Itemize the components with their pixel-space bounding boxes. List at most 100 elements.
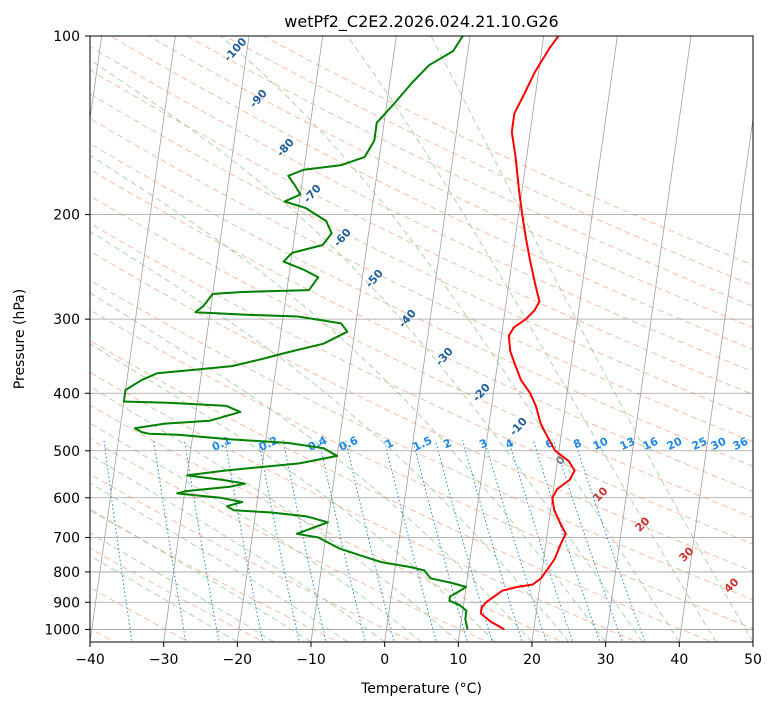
moist-adiabat-label: 30 [677,544,697,564]
mixing-ratio-line [103,440,133,642]
y-tick-label: 500 [53,444,80,460]
mixing-ratio-label: 2 [441,436,453,451]
dry-adiabats [90,36,753,642]
mixing-ratio-label: 13 [618,435,637,453]
isotherm-line [678,116,753,642]
dry-adiabat-label: -50 [363,267,386,291]
mixing-ratio-line [553,440,623,642]
moist-adiabat-label: 20 [633,514,653,534]
y-tick-label: 1000 [44,622,80,638]
mixing-ratio-line [573,440,646,642]
dry-adiabat-line [90,46,753,373]
moist-adiabat-line [90,230,570,642]
mixing-ratio-label: 25 [690,435,709,453]
isotherms [90,36,753,642]
dry-adiabat-line [90,404,564,642]
isotherm-line [163,36,250,642]
mixing-ratio-label: 8 [571,436,583,451]
dry-adiabat-label: -80 [274,136,297,160]
mixing-ratio-label: 10 [591,435,611,453]
dry-adiabat-line [90,586,190,642]
mixing-ratio-line [345,440,395,642]
isobars [90,36,753,630]
dewpoint-profile [122,36,469,630]
x-tick-label: −20 [223,652,253,668]
mixing-ratio-line [434,440,493,642]
mixing-ratio-label: 16 [641,435,661,453]
dry-adiabat-line [185,36,753,307]
mixing-ratio-line [183,440,220,642]
x-tick-label: 20 [523,652,541,668]
isotherm-line [605,36,692,642]
dry-adiabat-line [90,69,753,395]
isotherm-line [384,36,471,642]
y-tick-label: 600 [53,491,80,507]
moist-adiabat-line [90,555,238,642]
mixing-ratio-label: 3 [477,436,489,451]
mixing-ratio-line [258,440,300,642]
dry-adiabat-line [90,371,639,642]
isotherm-line [752,639,753,642]
moist-adiabat-label: 40 [722,575,742,595]
dry-adiabat-line [90,509,340,642]
mixing-ratio-line [153,440,187,642]
mixing-ratio-line [508,440,574,642]
y-tick-label: 800 [53,565,80,581]
moist-adiabat-line [90,532,275,642]
isotherm-line [236,36,324,642]
x-tick-label: 30 [597,652,615,668]
moist-adiabat-line [90,454,385,642]
x-tick-label: −10 [296,652,326,668]
mixing-ratio-label: 36 [731,435,751,453]
dry-adiabat-label: -10 [507,415,530,439]
isotherm-line [90,36,176,642]
mixing-ratio-label: 30 [709,435,729,453]
y-tick-label: 100 [53,29,80,45]
mixing-ratio-line [282,440,327,642]
dry-adiabat-label: -20 [470,381,493,405]
y-tick-label: 300 [53,312,80,328]
moist-adiabat-line [90,508,312,642]
x-tick-label: 10 [449,652,467,668]
moist-adiabat-line [90,343,496,642]
dry-adiabat-line [90,93,753,419]
x-tick-label: 50 [744,652,762,668]
dry-adiabat-line [90,279,753,601]
x-tick-label: 0 [380,652,389,668]
temperature-profile [479,36,576,631]
y-tick-label: 900 [53,595,80,611]
isotherm-line [310,36,397,642]
dry-adiabat-line [109,36,753,350]
mixing-ratio-line [383,440,437,642]
mixing-ratio-line [224,440,264,642]
x-tick-label: 40 [670,652,688,668]
x-tick-label: −40 [75,652,105,668]
y-tick-label: 700 [53,531,80,547]
dry-adiabat-label: -70 [301,182,324,206]
moist-adiabats [90,36,753,642]
mixing-ratio-label: 4 [503,436,516,451]
dry-adiabat-label: -60 [331,226,354,250]
x-axis-label: Temperature (°C) [360,681,482,697]
mixing-ratio-label: 20 [665,435,685,453]
moist-adiabat-label: 10 [591,484,611,504]
dry-adiabat-line [90,117,753,443]
mixing-ratio-line [532,440,601,642]
dry-adiabat-label: -40 [396,307,419,331]
moist-adiabat-line [220,36,680,642]
dry-adiabat-line [90,143,753,467]
dry-adiabat-line [90,438,489,642]
dry-adiabat-line [90,340,713,642]
mixing-ratio-label: 1 [383,436,395,451]
mixing-ratio-line [462,440,523,642]
dry-adiabat-line [147,36,753,329]
dry-adiabat-label: -90 [247,87,270,111]
moist-adiabat-line [90,482,349,642]
moist-adiabat-line [430,36,753,642]
mixing-ratio-line [484,440,547,642]
y-tick-label: 400 [53,386,80,402]
mixing-ratio-line [318,440,366,642]
profiles [122,36,576,631]
dry-adiabat-line [90,195,753,518]
dry-adiabat-line [90,169,753,493]
